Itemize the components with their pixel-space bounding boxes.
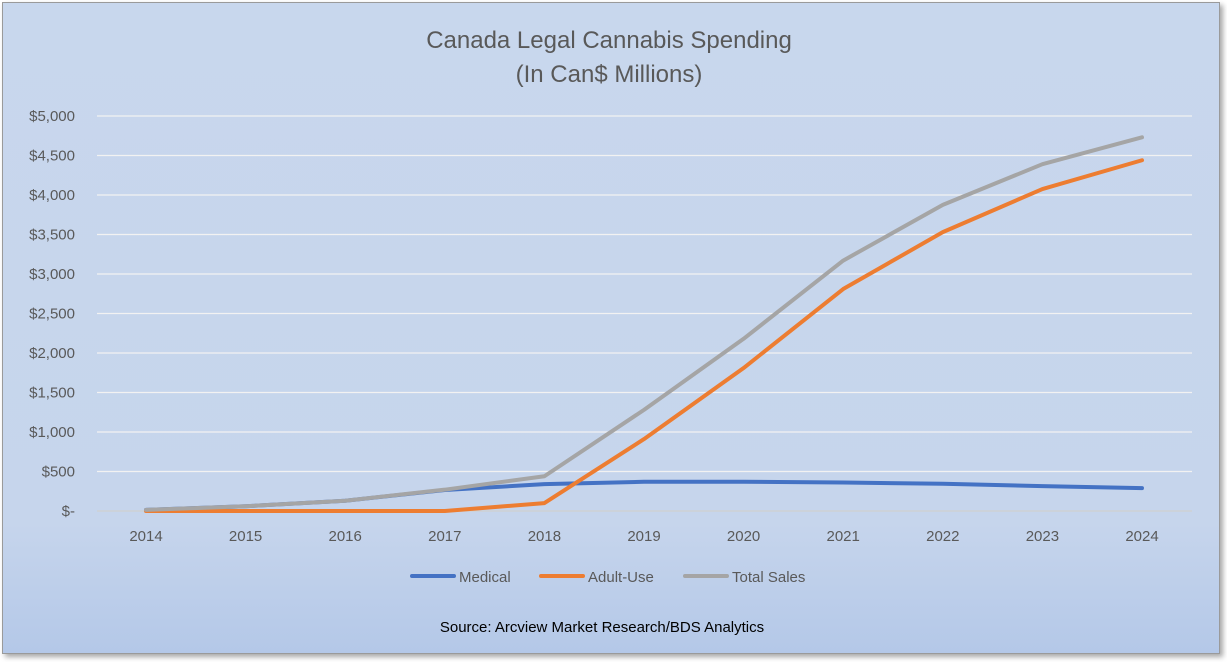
chart-title: Canada Legal Cannabis Spending [426,27,792,54]
y-tick-label: $2,000 [29,345,75,362]
y-tick-label: $1,500 [29,385,75,402]
y-tick-label: $5,000 [29,108,75,125]
x-tick-label: 2015 [229,528,262,545]
x-tick-label: 2023 [1026,528,1059,545]
series-line-total-sales [144,135,1144,512]
legend-label: Medical [459,569,511,586]
x-tick-label: 2016 [329,528,362,545]
y-tick-label: $2,500 [29,306,75,323]
chart-subtitle: (In Can$ Millions) [516,61,703,88]
x-tick-label: 2022 [926,528,959,545]
chart-area [2,2,1220,654]
x-tick-label: 2018 [528,528,561,545]
y-tick-label: $500 [42,464,75,481]
y-tick-label: $3,500 [29,227,75,244]
legend-label: Adult-Use [588,569,654,586]
legend-label: Total Sales [732,569,805,586]
y-tick-label: $4,000 [29,187,75,204]
x-tick-label: 2019 [627,528,660,545]
x-tick-label: 2020 [727,528,760,545]
series-line-adult-use [144,158,1144,513]
y-tick-label: $1,000 [29,424,75,441]
series-line-medical [144,479,1144,512]
y-tick-label: $3,000 [29,266,75,283]
x-tick-label: 2014 [129,528,162,545]
x-tick-label: 2024 [1125,528,1158,545]
x-tick-label: 2017 [428,528,461,545]
x-tick-label: 2021 [827,528,860,545]
y-tick-label: $- [62,503,75,520]
y-tick-label: $4,500 [29,148,75,165]
source-note: Source: Arcview Market Research/BDS Anal… [440,619,764,636]
